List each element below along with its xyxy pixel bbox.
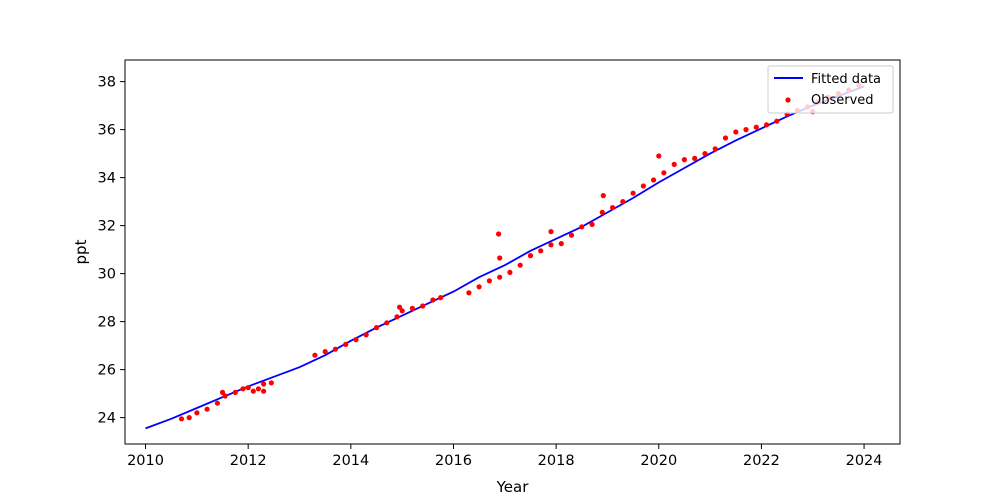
observed-point — [322, 349, 328, 355]
observed-point — [579, 224, 585, 230]
observed-point — [548, 242, 554, 248]
x-tick-label: 2020 — [640, 453, 677, 469]
observed-point — [430, 297, 436, 303]
observed-point — [312, 352, 318, 358]
observed-point — [476, 284, 482, 290]
observed-point — [507, 269, 513, 275]
observed-point — [764, 122, 770, 128]
observed-point — [527, 253, 534, 259]
y-tick-label: 38 — [98, 75, 116, 91]
observed-point — [774, 118, 780, 124]
observed-point — [743, 127, 749, 133]
legend-label-observed: Observed — [811, 93, 874, 108]
observed-point — [343, 341, 349, 347]
observed-point — [394, 314, 400, 320]
observed-point — [204, 406, 210, 412]
observed-point — [640, 183, 647, 189]
observed-point — [240, 386, 246, 392]
observed-point — [538, 248, 544, 254]
observed-point — [250, 388, 256, 394]
y-axis-label: ppt — [72, 239, 90, 264]
observed-point — [397, 304, 403, 310]
x-tick-label: 2014 — [332, 453, 369, 469]
observed-point — [232, 389, 238, 395]
observed-point — [486, 278, 492, 284]
plot-area-frame — [124, 59, 901, 445]
observed-point — [178, 416, 185, 422]
observed-point — [600, 193, 606, 199]
observed-point — [222, 393, 228, 399]
observed-point — [497, 255, 503, 261]
observed-point — [702, 151, 708, 157]
y-tick-label: 28 — [98, 315, 116, 331]
observed-point — [630, 190, 636, 196]
observed-point — [363, 332, 369, 338]
observed-point — [384, 320, 390, 326]
observed-point — [353, 337, 359, 343]
observed-point — [681, 157, 688, 163]
observed-point — [497, 274, 503, 280]
observed-point — [261, 388, 267, 394]
fitted-data-line — [145, 85, 865, 430]
legend-marker-swatch — [785, 97, 791, 103]
observed-point — [722, 135, 729, 141]
observed-point — [661, 170, 667, 176]
y-axis: 24 26 28 30 32 34 36 38 — [98, 75, 125, 427]
observed-point — [692, 155, 698, 161]
observed-point — [409, 305, 415, 311]
observed-point — [548, 229, 554, 235]
observed-point — [651, 177, 657, 183]
observed-point — [656, 153, 662, 159]
y-tick-label: 36 — [98, 123, 116, 139]
y-tick-label: 26 — [98, 363, 116, 379]
x-tick-label: 2024 — [846, 453, 883, 469]
observed-point — [558, 241, 564, 247]
x-tick-label: 2016 — [435, 453, 472, 469]
observed-point — [245, 385, 251, 391]
y-tick-label: 24 — [98, 411, 116, 427]
observed-point — [255, 386, 261, 392]
observed-point — [568, 232, 575, 238]
observed-point — [261, 381, 267, 387]
y-tick-label: 32 — [98, 219, 116, 235]
x-axis: 2010 2012 2014 2016 2018 2020 2022 2024 — [127, 444, 883, 469]
legend: Fitted data Observed — [767, 65, 894, 114]
observed-point — [399, 308, 405, 314]
observed-point — [186, 415, 192, 421]
observed-point — [438, 295, 444, 301]
observed-point — [589, 221, 595, 227]
observed-point — [671, 161, 677, 167]
legend-label-fitted: Fitted data — [811, 72, 881, 87]
x-tick-label: 2010 — [127, 453, 164, 469]
observed-point — [214, 400, 220, 406]
observed-point — [753, 124, 759, 130]
y-tick-label: 30 — [98, 267, 116, 283]
observed-point — [420, 303, 426, 309]
observed-point — [194, 410, 200, 416]
observed-point — [712, 146, 718, 152]
observed-point — [268, 380, 274, 386]
observed-point — [517, 262, 523, 268]
x-tick-label: 2018 — [538, 453, 575, 469]
series-layer — [145, 82, 865, 430]
observed-point — [610, 205, 616, 211]
observed-point — [599, 209, 605, 215]
x-tick-label: 2012 — [230, 453, 267, 469]
observed-point — [332, 346, 338, 352]
observed-point — [733, 129, 739, 135]
y-tick-label: 34 — [98, 171, 116, 187]
observed-point — [496, 231, 502, 237]
observed-point — [466, 290, 472, 296]
observed-point — [373, 325, 380, 331]
x-tick-label: 2022 — [743, 453, 780, 469]
observed-point — [620, 199, 626, 205]
observed-point — [219, 389, 226, 395]
x-axis-label: Year — [496, 478, 530, 496]
